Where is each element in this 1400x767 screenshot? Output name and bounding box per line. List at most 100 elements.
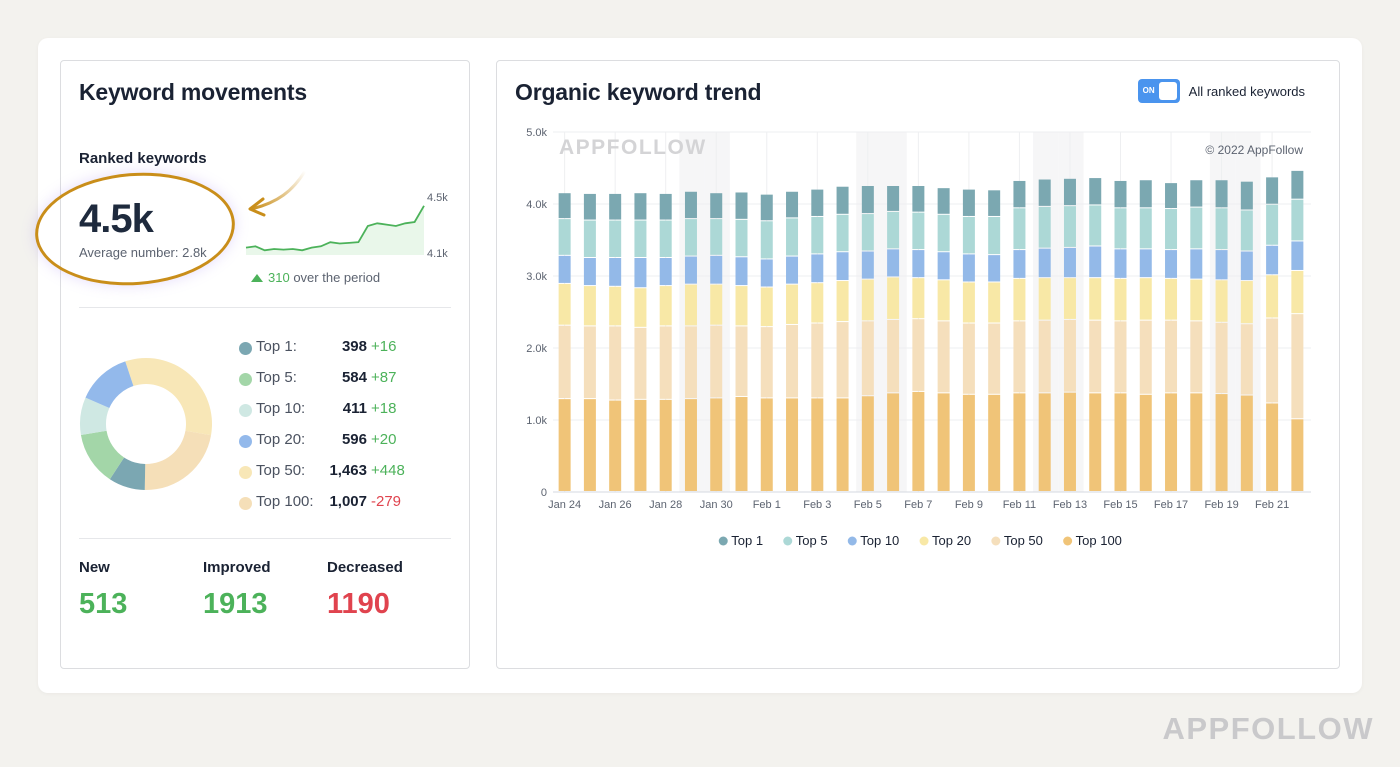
- bar-segment-top-50: [811, 323, 824, 398]
- bar-segment-top-5: [1013, 208, 1026, 250]
- stat-label: New: [79, 559, 110, 576]
- bar-segment-top-50: [609, 326, 622, 400]
- bar-segment-top-5: [684, 219, 697, 256]
- bar-segment-top-1: [1291, 170, 1304, 199]
- breakdown-change: +16: [371, 338, 397, 355]
- bar-segment-top-10: [659, 258, 672, 286]
- bar-segment-top-5: [811, 216, 824, 254]
- bar-segment-top-20: [988, 282, 1001, 323]
- bar-segment-top-5: [937, 214, 950, 252]
- bar-segment-top-100: [684, 399, 697, 491]
- triangle-up-icon: [251, 274, 263, 282]
- bar-segment-top-5: [609, 220, 622, 257]
- bar-segment-top-10: [1266, 245, 1279, 275]
- breakdown-value: 584: [341, 369, 367, 386]
- stat-improved: Improved 1913: [203, 559, 271, 621]
- keyword-breakdown-list: Top 1: 398 +16 Top 5: 584 +87 Top 10: 41…: [237, 335, 437, 521]
- bar-segment-top-1: [684, 191, 697, 219]
- bar-segment-top-50: [583, 326, 596, 399]
- legend-item-top-50[interactable]: Top 50: [991, 533, 1043, 548]
- bar-segment-top-1: [1063, 178, 1076, 206]
- bar-segment-top-100: [786, 398, 799, 491]
- stat-value: 1913: [203, 588, 268, 620]
- average-number: Average number: 2.8k: [79, 245, 207, 260]
- legend-item-top-20[interactable]: Top 20: [919, 533, 972, 548]
- bar-segment-top-20: [811, 283, 824, 323]
- bar-segment-top-1: [1114, 180, 1127, 208]
- bar-segment-top-5: [988, 216, 1001, 255]
- x-tick-label: Jan 28: [649, 499, 682, 511]
- breakdown-change: +448: [371, 462, 405, 479]
- all-ranked-keywords-toggle[interactable]: ON: [1137, 79, 1180, 103]
- bar-segment-top-100: [1013, 393, 1026, 491]
- breakdown-label: Top 5:: [256, 369, 297, 386]
- bar-segment-top-100: [1190, 393, 1203, 491]
- divider: [79, 307, 451, 308]
- legend-dot-icon: [239, 404, 252, 417]
- breakdown-change: +20: [371, 431, 397, 448]
- bar-segment-top-1: [1165, 183, 1178, 209]
- x-tick-label: Jan 30: [700, 499, 733, 511]
- bar-segment-top-10: [684, 256, 697, 284]
- bar-segment-top-50: [760, 327, 773, 398]
- bar-segment-top-50: [1190, 321, 1203, 393]
- bar-segment-top-1: [1013, 180, 1026, 208]
- legend-item-top-10[interactable]: Top 10: [847, 533, 900, 548]
- all-ranked-keywords-toggle-group: ON All ranked keywords: [1137, 79, 1305, 103]
- breakdown-row: Top 1: 398 +16: [237, 335, 437, 366]
- bar-segment-top-20: [634, 288, 647, 327]
- y-tick-label: 3.0k: [526, 271, 547, 283]
- sparkline-line: [245, 205, 425, 252]
- bar-segment-top-20: [912, 278, 925, 319]
- x-tick-label: Feb 11: [1003, 499, 1036, 511]
- stat-value: 513: [79, 588, 128, 620]
- bar-segment-top-5: [1215, 208, 1228, 250]
- bar-segment-top-100: [836, 398, 849, 491]
- bar-segment-top-50: [1063, 319, 1076, 392]
- bar-segment-top-50: [1114, 321, 1127, 393]
- breakdown-row: Top 100: 1,007 -279: [237, 490, 437, 521]
- legend-item-top-5[interactable]: Top 5: [783, 533, 828, 548]
- bar-segment-top-20: [861, 279, 874, 321]
- stat-value: 1190: [327, 588, 390, 620]
- bar-segment-top-20: [760, 287, 773, 327]
- bar-segment-top-50: [937, 321, 950, 393]
- x-tick-label: Jan 24: [548, 499, 581, 511]
- bar-segment-top-50: [1089, 320, 1102, 393]
- legend-dot-icon: [783, 536, 793, 546]
- legend-dot-icon: [239, 342, 252, 355]
- legend-item-top-1[interactable]: Top 1: [718, 533, 763, 548]
- y-tick-label: 2.0k: [526, 343, 547, 355]
- sparkline-area: [246, 205, 424, 255]
- bar-segment-top-10: [912, 250, 925, 278]
- bar-segment-top-1: [811, 189, 824, 216]
- bar-segment-top-20: [1063, 278, 1076, 319]
- bar-segment-top-20: [1291, 270, 1304, 314]
- x-tick-label: Feb 1: [753, 499, 781, 511]
- donut-slice: [80, 397, 110, 436]
- bar-segment-top-20: [887, 277, 900, 319]
- bar-segment-top-50: [836, 322, 849, 398]
- bar-segment-top-1: [710, 193, 723, 219]
- chart-watermark-logo: APPFOLLOW: [559, 136, 707, 159]
- bar-segment-top-5: [1038, 206, 1051, 248]
- organic-keyword-trend-chart: 0 1.0k 2.0k 3.0k 4.0k 5.0k APPFOLLOW © 2022 App…: [526, 127, 1311, 548]
- sparkline-max-label: 4.5k: [427, 192, 448, 204]
- bar-segment-top-20: [1240, 281, 1253, 324]
- legend-dot-icon: [991, 536, 1001, 546]
- bar-segment-top-20: [962, 282, 975, 323]
- breakdown-change: -279: [371, 493, 402, 510]
- arrow-annotation-icon: [248, 169, 307, 217]
- bar-segment-top-20: [1114, 278, 1127, 321]
- bar-segment-top-10: [861, 251, 874, 279]
- donut-slice: [125, 358, 213, 436]
- bar-segment-top-100: [1139, 394, 1152, 491]
- breakdown-label: Top 100:: [256, 493, 314, 510]
- breakdown-row: Top 20: 596 +20: [237, 428, 437, 459]
- chart-copyright: © 2022 AppFollow: [1205, 143, 1303, 157]
- bar-segment-top-20: [1190, 279, 1203, 321]
- bar-segment-top-100: [937, 393, 950, 491]
- bar-segment-top-20: [1013, 278, 1026, 321]
- bar-segment-top-10: [836, 252, 849, 281]
- legend-item-top-100[interactable]: Top 100: [1063, 533, 1122, 548]
